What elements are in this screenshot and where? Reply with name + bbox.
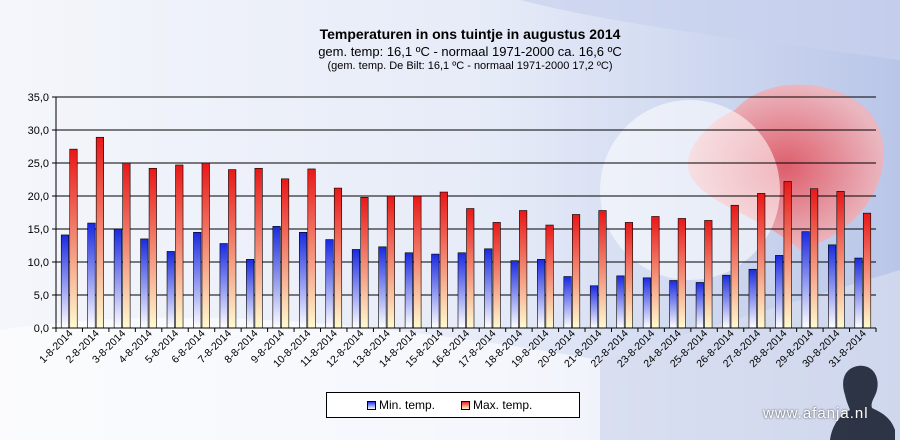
y-tick-label: 35,0 <box>28 92 49 104</box>
legend-label-min: Min. temp. <box>379 398 436 412</box>
chart-legend: Min. temp. Max. temp. <box>326 392 580 418</box>
chart-title: Temperaturen in ons tuintje in augustus … <box>319 26 621 42</box>
legend-swatch-min <box>367 400 376 410</box>
watermark-text: www.afanja.nl <box>763 405 869 422</box>
y-tick-label: 30,0 <box>28 125 49 137</box>
y-tick-label: 10,0 <box>28 257 49 269</box>
y-tick-label: 25,0 <box>28 158 49 170</box>
y-tick-label: 15,0 <box>28 224 49 236</box>
chart-note: (gem. temp. De Bilt: 16,1 ºC - normaal 1… <box>327 60 613 72</box>
chart-subtitle: gem. temp: 16,1 ºC - normaal 1971-2000 c… <box>318 44 622 59</box>
legend-item-min: Min. temp. <box>367 398 435 412</box>
legend-swatch-max <box>461 400 471 410</box>
y-tick-label: 20,0 <box>28 191 49 203</box>
y-tick-label: 0,0 <box>34 323 49 335</box>
y-tick-label: 5,0 <box>34 290 49 302</box>
legend-label-max: Max. temp. <box>473 398 533 412</box>
legend-item-max: Max. temp. <box>461 398 532 412</box>
